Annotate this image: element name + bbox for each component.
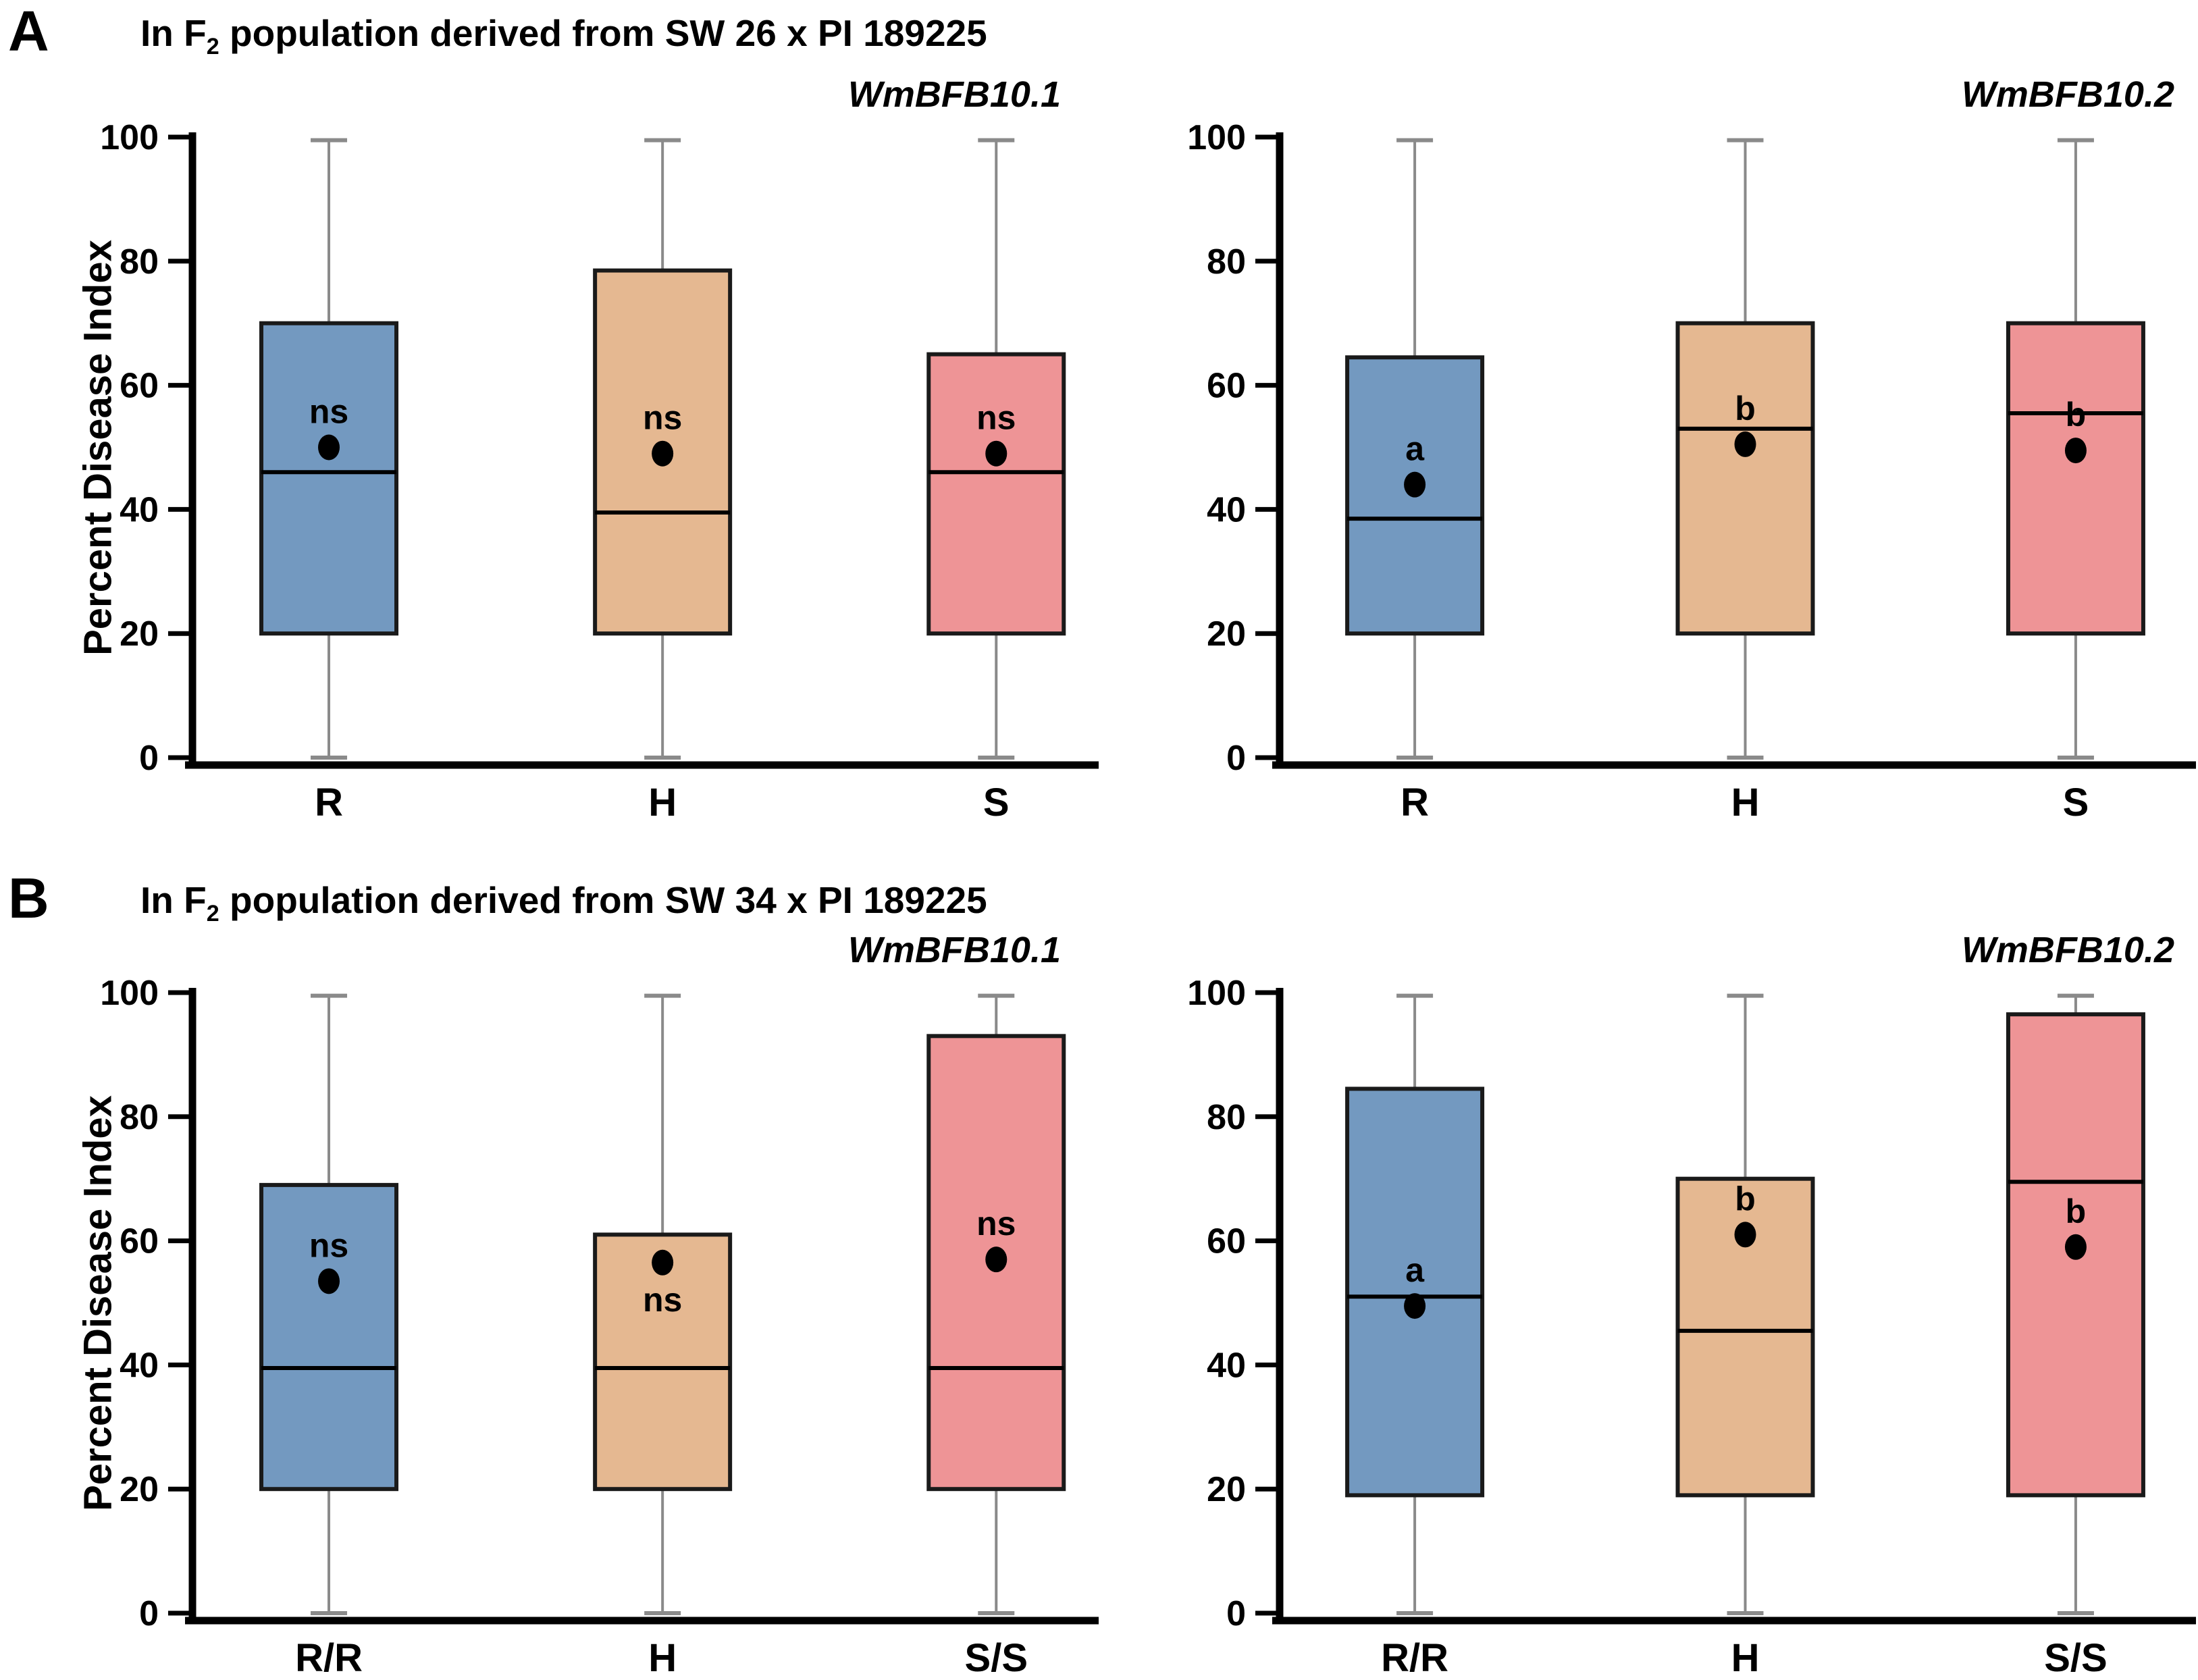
y-tick-label: 60 <box>120 1222 159 1261</box>
x-category-label: R/R <box>1381 1636 1448 1680</box>
y-tick-label: 0 <box>1226 1594 1246 1633</box>
gene-label: WmBFB10.2 <box>1961 74 2174 115</box>
significance-label: ns <box>643 1281 682 1319</box>
y-tick-label: 80 <box>120 242 159 282</box>
y-tick-label: 100 <box>100 974 159 1013</box>
gene-label: WmBFB10.1 <box>847 74 1061 115</box>
gene-label: WmBFB10.1 <box>847 930 1061 970</box>
panel-b-title-sub: 2 <box>206 901 219 926</box>
y-tick-label: 0 <box>139 1594 159 1633</box>
panel-a-title-post: population derived from SW 26 x PI 18922… <box>219 12 987 54</box>
y-axis-title: Percent Disease Index <box>76 1095 120 1511</box>
mean-dot <box>318 434 340 461</box>
y-tick-label: 20 <box>1207 614 1246 654</box>
significance-label: b <box>1735 390 1756 427</box>
y-tick-label: 20 <box>1207 1470 1246 1509</box>
panel-b-title: In F2 population derived from SW 34 x PI… <box>140 876 987 928</box>
significance-label: ns <box>309 1226 348 1264</box>
significance-label: a <box>1405 430 1425 468</box>
boxplot-svg: 0 20 40 60 80 100 a Rb Hb S <box>1187 118 2196 824</box>
gene-label: WmBFB10.2 <box>1961 930 2174 970</box>
y-tick-label: 0 <box>1226 739 1246 778</box>
mean-dot <box>1734 431 1756 457</box>
x-category-label: H <box>648 1636 677 1680</box>
x-category-label: R <box>1401 781 1429 824</box>
boxplot-svg: 0 20 40 60 80 100 ns Rns Hns S <box>100 118 1099 824</box>
significance-label: a <box>1405 1251 1425 1289</box>
panel-a-title: In F2 population derived from SW 26 x PI… <box>140 9 987 61</box>
box <box>926 352 1066 636</box>
panel-b-title-post: population derived from SW 34 x PI 18922… <box>219 879 987 921</box>
panel-a-title-pre: In F <box>140 12 207 54</box>
mean-dot <box>985 440 1008 467</box>
significance-label: ns <box>643 399 682 437</box>
x-category-label: H <box>648 781 677 824</box>
mean-dot <box>1734 1222 1756 1248</box>
y-tick-label: 80 <box>1207 1098 1246 1137</box>
box <box>259 321 399 636</box>
y-tick-label: 40 <box>1207 490 1246 529</box>
x-category-label: S/S <box>2044 1636 2108 1680</box>
mean-dot <box>2064 1234 2087 1260</box>
x-category-label: H <box>1731 781 1760 824</box>
y-tick-label: 0 <box>139 739 159 778</box>
panel-a-letter: A <box>8 0 49 63</box>
y-tick-label: 80 <box>1207 242 1246 282</box>
panel-b: B In F2 population derived from SW 34 x … <box>0 840 2198 1680</box>
y-tick-label: 40 <box>120 1346 159 1385</box>
mean-dot <box>318 1268 340 1294</box>
significance-label: ns <box>976 1205 1016 1242</box>
x-category-label: H <box>1731 1636 1760 1680</box>
panel-a-title-sub: 2 <box>206 34 219 59</box>
y-tick-label: 80 <box>120 1098 159 1137</box>
x-category-label: R <box>315 781 343 824</box>
significance-label: b <box>1735 1180 1756 1217</box>
y-tick-label: 20 <box>120 614 159 654</box>
y-axis-title: Percent Disease Index <box>76 240 120 656</box>
y-tick-label: 60 <box>1207 367 1246 406</box>
x-category-label: S <box>983 781 1010 824</box>
panel-b-header: B In F2 population derived from SW 34 x … <box>8 870 987 928</box>
significance-label: ns <box>976 399 1016 437</box>
y-tick-label: 100 <box>1187 118 1246 157</box>
mean-dot <box>1404 471 1426 498</box>
x-category-label: R/R <box>295 1636 363 1680</box>
panel-b-title-pre: In F <box>140 879 207 921</box>
x-category-label: S/S <box>965 1636 1028 1680</box>
box <box>259 1182 399 1492</box>
panel-a: A In F2 population derived from SW 26 x … <box>0 3 2197 833</box>
boxplot-svg: 0 20 40 60 80 100 ns R/R ns Hns S/S <box>100 974 1099 1680</box>
y-tick-label: 40 <box>1207 1346 1246 1385</box>
y-tick-label: 100 <box>1187 974 1246 1013</box>
box <box>2006 321 2145 636</box>
box <box>1345 1086 1485 1498</box>
box <box>593 1232 733 1492</box>
x-category-label: S <box>2063 781 2089 824</box>
boxplot-svg: 0 20 40 60 80 100 a R/R b Hb S/S <box>1187 974 2196 1680</box>
y-tick-label: 40 <box>120 490 159 529</box>
mean-dot <box>985 1246 1008 1273</box>
y-tick-label: 60 <box>120 367 159 406</box>
mean-dot <box>652 1249 674 1276</box>
significance-label: b <box>2066 396 2087 434</box>
y-tick-label: 100 <box>100 118 159 157</box>
mean-dot <box>1404 1293 1426 1319</box>
y-tick-label: 60 <box>1207 1222 1246 1261</box>
panel-b-letter: B <box>8 866 49 930</box>
panel-a-header: A In F2 population derived from SW 26 x … <box>8 3 987 61</box>
mean-dot <box>2064 438 2087 464</box>
mean-dot <box>652 440 674 467</box>
significance-label: ns <box>309 393 348 431</box>
significance-label: b <box>2066 1192 2087 1230</box>
y-tick-label: 20 <box>120 1470 159 1509</box>
box <box>1675 321 1815 636</box>
